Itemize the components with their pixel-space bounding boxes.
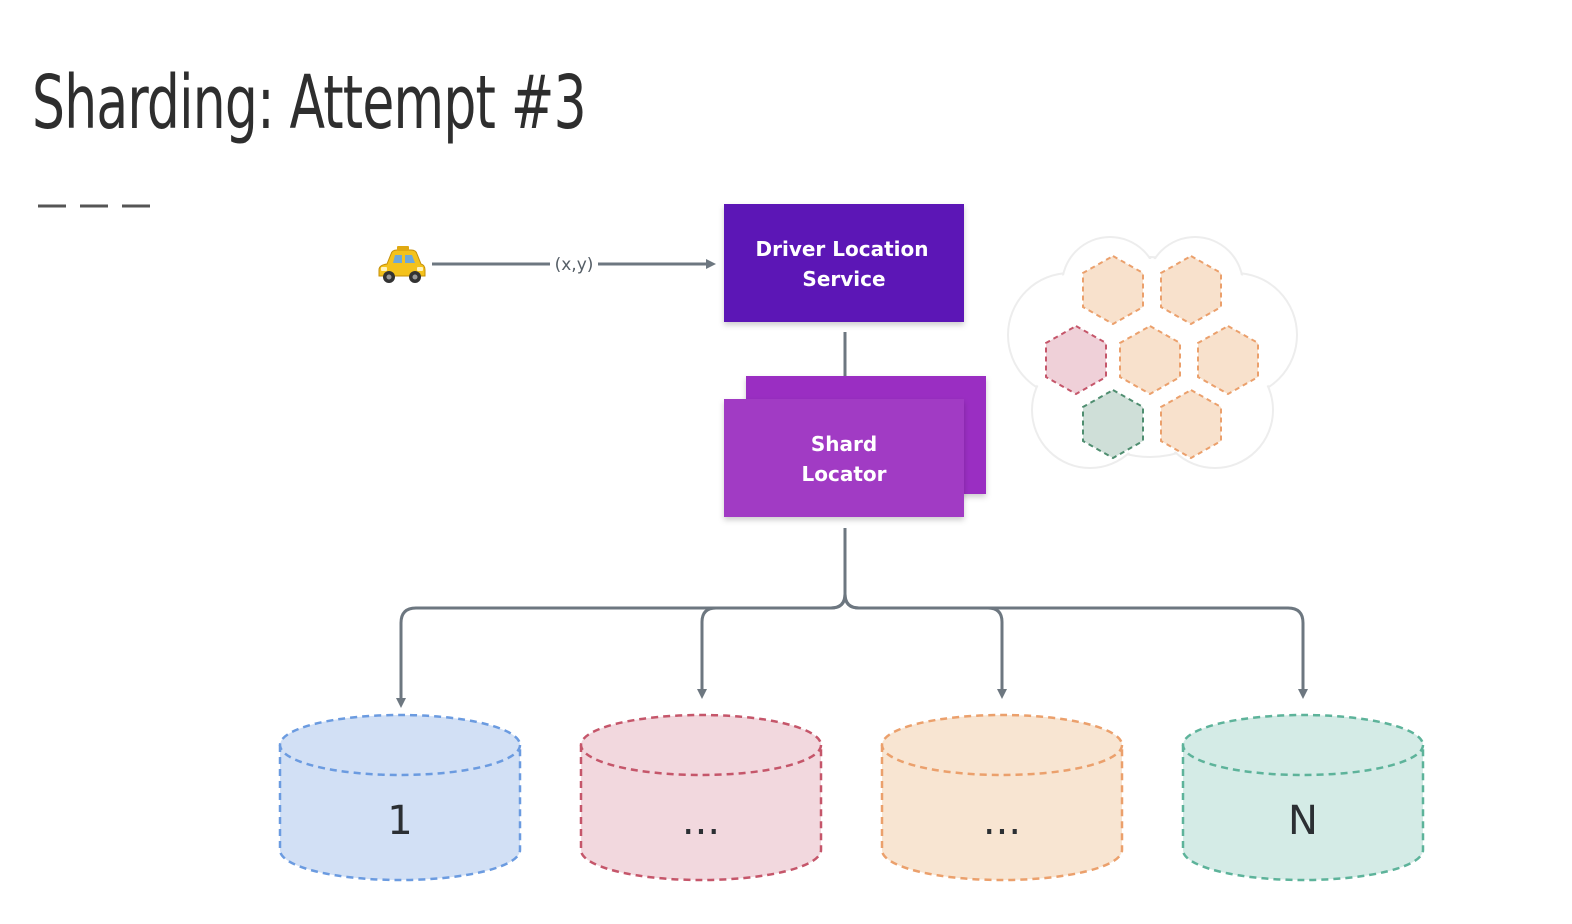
- shard-database-1: [278, 713, 522, 882]
- shard-database-3: [880, 713, 1124, 882]
- shard-connector-tree: [396, 528, 1308, 708]
- shard-database-2: [579, 713, 823, 882]
- service-label-line2: Service: [802, 267, 885, 291]
- locator-label-line1: Shard: [811, 432, 877, 456]
- hex-cell: [1160, 388, 1222, 460]
- hex-cell: [1082, 254, 1144, 326]
- shard-database-n: [1181, 713, 1425, 882]
- hex-cell: [1160, 254, 1222, 326]
- hex-cell: [1082, 388, 1144, 460]
- service-label-line1: Driver Location: [756, 237, 929, 261]
- driver-location-service-box: Driver Location Service: [724, 204, 964, 322]
- taxi-icon: [378, 246, 426, 283]
- hex-cell: [1045, 324, 1107, 396]
- hexagon-grid-cloud: [1007, 236, 1298, 469]
- shard-label-n: N: [1288, 798, 1318, 844]
- coordinates-label: (x,y): [555, 255, 594, 275]
- shard-label-1: 1: [387, 798, 412, 844]
- locator-label-line2: Locator: [802, 462, 887, 486]
- slide-title: Sharding: Attempt #3: [32, 60, 587, 146]
- hex-cell: [1197, 324, 1259, 396]
- shard-locator-box: Shard Locator: [724, 376, 986, 517]
- shard-label-3: ...: [983, 798, 1021, 844]
- shard-label-2: ...: [682, 798, 720, 844]
- hex-cell: [1119, 324, 1181, 396]
